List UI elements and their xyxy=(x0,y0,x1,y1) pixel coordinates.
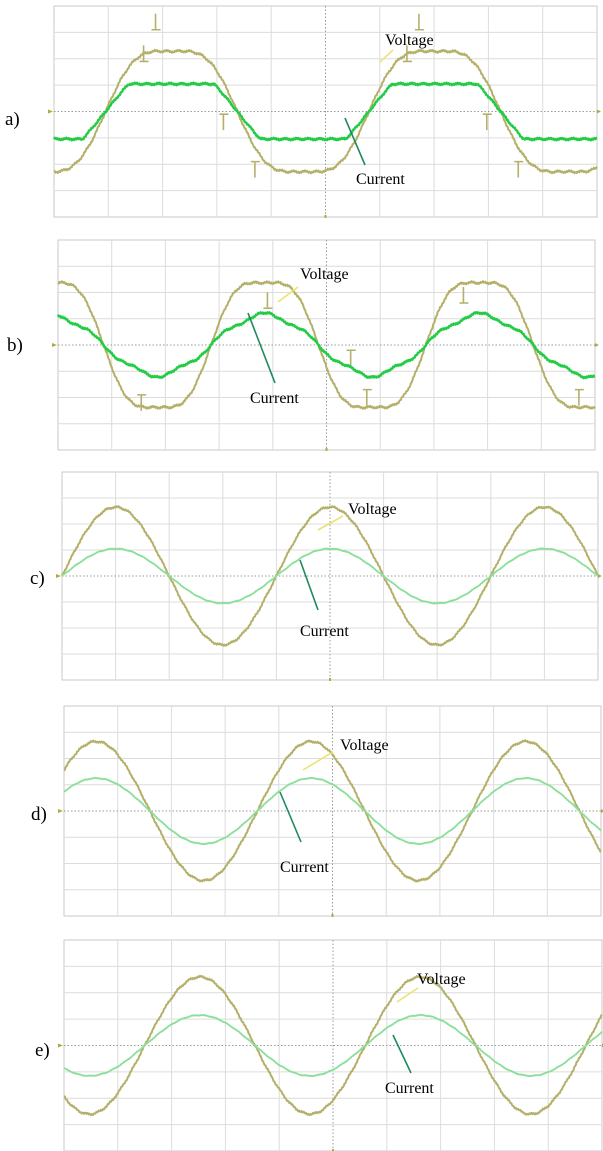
voltage-notch-2 xyxy=(263,292,273,310)
current-label: Current xyxy=(356,171,405,188)
voltage-notch-3 xyxy=(219,113,229,131)
voltage-notch-2 xyxy=(151,13,161,31)
current-trace xyxy=(61,547,599,605)
current-label: Current xyxy=(250,390,299,407)
voltage-leader-line xyxy=(317,515,344,531)
panel-label: c) xyxy=(30,568,45,589)
voltage-notch-6 xyxy=(574,388,584,406)
current-leader-line xyxy=(392,1034,412,1074)
ground-marker xyxy=(48,109,53,114)
ground-marker xyxy=(52,343,57,347)
oscilloscope-panel-3: c) Voltage Current xyxy=(30,471,602,681)
current-trace xyxy=(63,776,602,846)
voltage-notch-7 xyxy=(482,113,492,131)
voltage-notch-4 xyxy=(362,388,372,406)
voltage-label: Voltage xyxy=(340,737,389,754)
voltage-leader-line xyxy=(396,987,419,1003)
panel-grid xyxy=(48,6,601,218)
current-trace xyxy=(52,81,598,142)
current-leader-line xyxy=(279,791,302,843)
ground-marker xyxy=(58,1043,63,1048)
ground-marker xyxy=(595,343,599,347)
oscilloscope-panel-1: a) Voltage Current xyxy=(5,5,601,218)
current-label: Current xyxy=(280,859,329,876)
panel-grid xyxy=(58,940,603,1151)
voltage-trace xyxy=(63,974,603,1117)
voltage-label: Voltage xyxy=(417,971,466,988)
trigger-marker xyxy=(324,215,327,218)
voltage-notch-3 xyxy=(346,349,356,367)
voltage-trace xyxy=(63,739,602,883)
trigger-marker xyxy=(331,914,334,917)
trigger-marker xyxy=(329,678,331,681)
oscilloscope-panel-4: d) Voltage Current xyxy=(31,705,603,917)
current-label: Current xyxy=(300,623,349,640)
ground-marker xyxy=(58,809,63,813)
panel-label: a) xyxy=(5,109,20,130)
voltage-leader-line xyxy=(302,751,334,771)
voltage-label: Voltage xyxy=(300,266,349,283)
voltage-label: Voltage xyxy=(348,501,397,518)
voltage-notch-6 xyxy=(414,13,424,31)
voltage-label: Voltage xyxy=(385,32,434,49)
panel-label: d) xyxy=(31,804,47,825)
trigger-marker xyxy=(325,448,328,451)
voltage-notch-1 xyxy=(137,394,147,411)
current-trace xyxy=(63,1013,603,1078)
current-leader-line xyxy=(247,312,276,384)
voltage-notch-8 xyxy=(514,160,524,178)
current-label: Current xyxy=(385,1080,434,1097)
current-leader-line xyxy=(299,559,319,611)
current-leader-line xyxy=(344,117,366,166)
voltage-notch-4 xyxy=(250,160,260,178)
oscilloscope-panel-5: e) Voltage Current xyxy=(35,939,603,1151)
panel-grid xyxy=(52,240,599,451)
voltage-leader-line xyxy=(277,286,299,303)
voltage-trace xyxy=(57,280,596,410)
voltage-trace xyxy=(53,48,598,175)
voltage-notch-1 xyxy=(139,45,149,63)
oscilloscope-panel-2: b) Voltage Current xyxy=(7,239,599,451)
current-trace xyxy=(56,311,596,380)
voltage-leader-line xyxy=(379,49,394,63)
ground-marker xyxy=(56,574,61,578)
panel-label: b) xyxy=(7,335,23,356)
ground-marker xyxy=(597,109,601,114)
ground-marker xyxy=(598,574,602,578)
voltage-notch-5 xyxy=(459,287,469,304)
voltage-notch-5 xyxy=(402,45,412,63)
voltage-trace xyxy=(61,505,599,647)
panel-label: e) xyxy=(35,1040,50,1061)
trigger-marker xyxy=(332,1149,334,1151)
